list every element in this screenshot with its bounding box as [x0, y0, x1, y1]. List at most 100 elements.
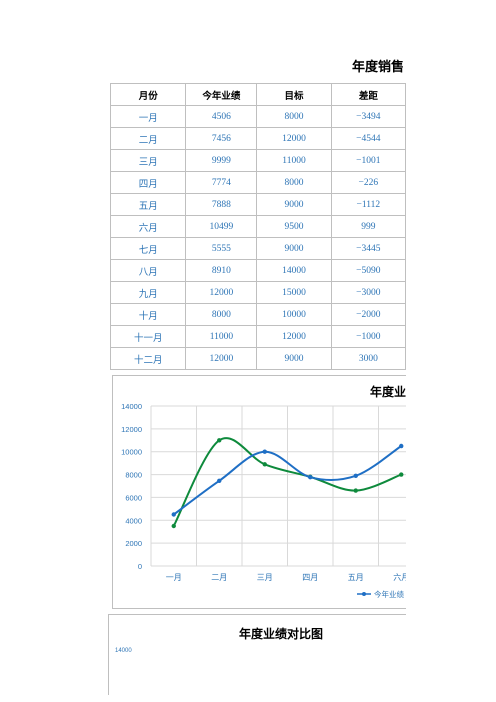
legend-swatch-point	[362, 592, 366, 596]
y-tick-label: 12000	[121, 425, 142, 434]
y-tick-label: 14000	[121, 402, 142, 411]
series-point	[262, 449, 267, 454]
cell-gap: 999	[330, 215, 406, 238]
x-tick-label: 四月	[302, 573, 318, 582]
cell-target: 8000	[256, 171, 332, 194]
comparison-chart-title: 年度业绩对比图	[239, 627, 324, 641]
series-point	[308, 474, 313, 480]
cell-performance: 8000	[185, 303, 258, 326]
cell-month: 十月	[109, 303, 187, 326]
cell-performance: 9999	[185, 149, 258, 172]
cell-target: 14000	[256, 259, 332, 282]
table-row: 一月 4506 8000 −3494	[109, 105, 406, 128]
series-point	[217, 438, 222, 443]
cell-performance: 7774	[185, 171, 258, 194]
sales-table: 月份 今年业绩 目标 差距 一月 4506 8000 −3494 二月 7456 12000…	[109, 83, 406, 370]
cell-month: 八月	[109, 259, 187, 282]
cell-gap: −2000	[330, 303, 406, 326]
cell-performance: 4506	[185, 105, 258, 128]
document-viewport: 年度销售 月份 今年业绩 目标 差距 一月 4506 8000 −3494 二月 7456…	[108, 60, 406, 695]
cell-target: 9000	[256, 347, 332, 370]
comparison-y-tick: 14000	[115, 648, 132, 654]
y-tick-label: 8000	[125, 471, 142, 480]
cell-gap: −226	[330, 171, 406, 194]
cell-month: 九月	[109, 281, 187, 304]
cell-performance: 7456	[185, 127, 258, 150]
cell-target: 11000	[256, 149, 332, 172]
cell-target: 9000	[256, 237, 332, 260]
performance-chart-svg: 年度业绩 0 2000 4000 6000 8000 10000 12000 14000 一月 二月…	[121, 384, 406, 599]
header-month: 月份	[109, 83, 187, 106]
cell-gap: −1001	[330, 149, 406, 172]
cell-performance: 12000	[185, 281, 258, 304]
series-point	[353, 488, 358, 493]
chart-title: 年度业绩	[370, 384, 406, 399]
table-body: 一月 4506 8000 −3494 二月 7456 12000 −4544 三月 9999 110…	[109, 105, 406, 370]
cell-target: 9500	[256, 215, 332, 238]
x-tick-label: 一月	[166, 573, 182, 582]
table-row: 十月 8000 10000 −2000	[109, 303, 406, 326]
cell-performance: 8910	[185, 259, 258, 282]
table-row: 十一月 11000 12000 −1000	[109, 325, 406, 348]
table-row: 十二月 12000 9000 3000	[109, 347, 406, 370]
series-point	[217, 478, 222, 483]
cell-gap: −4544	[330, 127, 406, 150]
cell-performance: 12000	[185, 347, 258, 370]
cell-target: 15000	[256, 281, 332, 304]
cell-month: 二月	[109, 127, 187, 150]
header-gap: 差距	[330, 83, 406, 106]
cell-gap: −5090	[330, 259, 406, 282]
cell-gap: −1112	[330, 193, 406, 216]
x-tick-label: 三月	[257, 573, 273, 582]
cell-month: 六月	[109, 215, 187, 238]
series-point	[262, 462, 267, 467]
page-title: 年度销售	[352, 60, 405, 75]
cell-performance: 5555	[185, 237, 258, 260]
y-tick-label: 6000	[125, 493, 142, 502]
cell-gap: −3494	[330, 105, 406, 128]
cell-target: 10000	[256, 303, 332, 326]
cell-month: 十一月	[109, 325, 187, 348]
cell-gap: −1000	[330, 325, 406, 348]
cell-performance: 7888	[185, 193, 258, 216]
table-row: 四月 7774 8000 −226	[109, 171, 406, 194]
cell-month: 五月	[109, 193, 187, 216]
series-point	[399, 443, 404, 449]
performance-chart: 年度业绩 0 2000 4000 6000 8000 10000 12000 14000 一月 二月…	[112, 375, 406, 609]
series-point	[399, 472, 404, 477]
x-tick-label: 二月	[211, 573, 227, 582]
y-tick-label: 4000	[125, 516, 142, 525]
header-performance: 今年业绩	[185, 83, 258, 106]
y-tick-label: 0	[138, 562, 142, 571]
legend-label: 今年业绩	[374, 589, 404, 599]
cell-gap: −3445	[330, 237, 406, 260]
series-line	[173, 445, 402, 516]
cell-month: 七月	[109, 237, 187, 260]
series-point	[171, 523, 176, 529]
cell-target: 9000	[256, 193, 332, 216]
y-tick-label: 10000	[121, 448, 142, 457]
cell-gap: −3000	[330, 281, 406, 304]
table-row: 二月 7456 12000 −4544	[109, 127, 406, 150]
cell-month: 四月	[109, 171, 187, 194]
y-tick-label: 2000	[125, 539, 142, 548]
table-row: 八月 8910 14000 −5090	[109, 259, 406, 282]
table-row: 三月 9999 11000 −1001	[109, 149, 406, 172]
cell-performance: 10499	[185, 215, 258, 238]
header-target: 目标	[256, 83, 332, 106]
series-point	[171, 512, 176, 517]
table-row: 五月 7888 9000 −1112	[109, 193, 406, 216]
series-point	[353, 473, 358, 479]
table-row: 六月 10499 9500 999	[109, 215, 406, 238]
cell-target: 12000	[256, 325, 332, 348]
cell-target: 12000	[256, 127, 332, 150]
cell-target: 8000	[256, 105, 332, 128]
x-tick-label: 六月	[393, 572, 406, 582]
cell-month: 一月	[109, 105, 187, 128]
cell-gap: 3000	[330, 347, 406, 370]
cell-performance: 11000	[185, 325, 258, 348]
cell-month: 十二月	[109, 347, 187, 370]
comparison-chart: 年度业绩对比图 14000	[108, 614, 406, 695]
table-row: 九月 12000 15000 −3000	[109, 281, 406, 304]
x-tick-label: 五月	[348, 573, 364, 582]
